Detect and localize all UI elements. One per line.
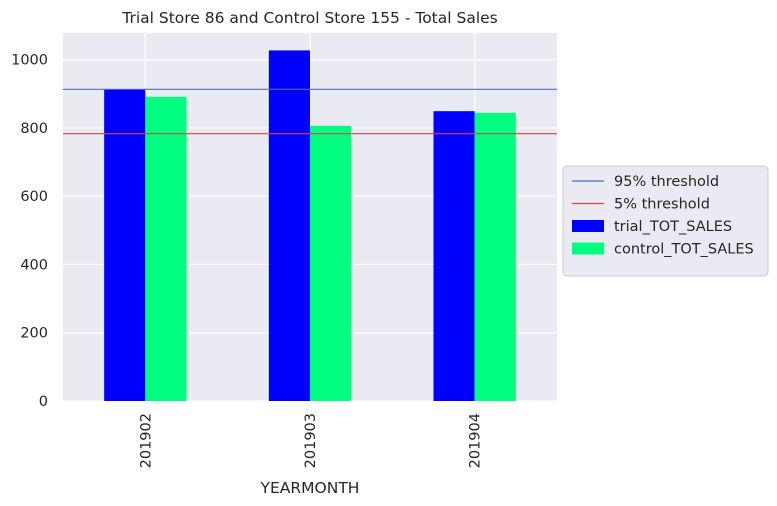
bar-trial_TOT_SALES-201904: [433, 111, 475, 401]
x-tick-label: 201902: [138, 413, 154, 468]
y-tick-labels: 0 200 400 600 800 1000: [11, 53, 48, 410]
x-axis-label: YEARMONTH: [260, 479, 360, 497]
bar-control_TOT_SALES-201902: [145, 96, 187, 401]
legend-label: 5% threshold: [614, 197, 710, 213]
bar-trial_TOT_SALES-201902: [104, 88, 146, 401]
bar-control_TOT_SALES-201903: [310, 125, 352, 402]
bar-control_TOT_SALES-201904: [474, 112, 516, 402]
y-tick-label: 1000: [11, 53, 48, 69]
threshold-lines: [63, 88, 557, 135]
legend-label: 95% threshold: [614, 174, 719, 190]
y-tick-label: 600: [20, 189, 48, 205]
chart-title: Trial Store 86 and Control Store 155 - T…: [121, 9, 498, 27]
legend-swatch-bar: [572, 220, 604, 232]
legend-swatch-bar: [572, 242, 604, 255]
legend: 95% threshold 5% threshold trial_TOT_SALES…: [562, 165, 769, 277]
x-tick-labels: 201902 201903 201904: [138, 413, 483, 468]
x-tick-label: 201903: [303, 413, 319, 468]
y-tick-label: 0: [39, 394, 48, 410]
y-tick-label: 800: [20, 121, 48, 137]
bars: [104, 50, 516, 402]
x-tick-label: 201904: [468, 413, 484, 468]
bar-trial_TOT_SALES-201903: [268, 50, 310, 401]
y-tick-label: 200: [20, 326, 48, 342]
legend-label: control_TOT_SALES: [614, 242, 754, 258]
y-tick-label: 400: [20, 257, 48, 273]
legend-label: trial_TOT_SALES: [614, 219, 732, 235]
legend-box: [562, 165, 769, 277]
